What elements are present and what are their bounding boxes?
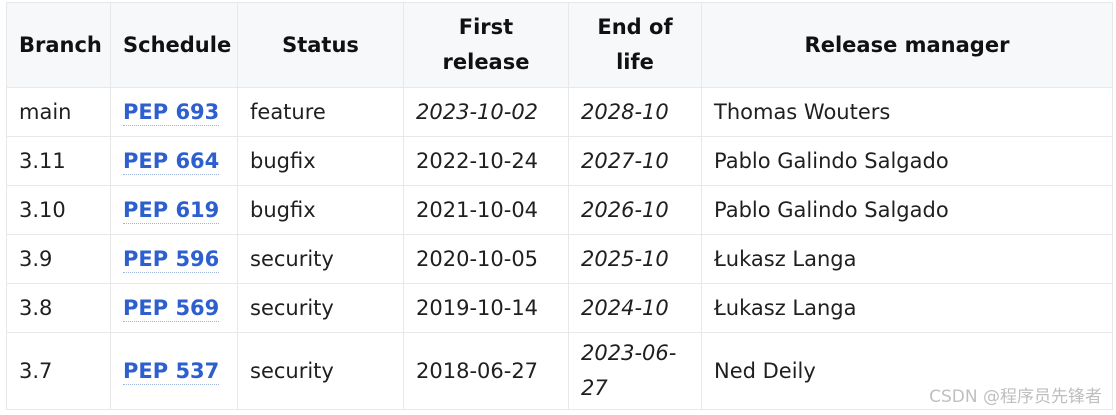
table-header: Branch Schedule Status First release End… (6, 2, 1113, 88)
release-manager-cell: Ned Deily (701, 332, 1113, 410)
first-release-cell: 2020-10-05 (403, 234, 569, 284)
release-manager-cell: Thomas Wouters (701, 87, 1113, 137)
release-manager-cell: Łukasz Langa (701, 283, 1113, 333)
header-schedule: Schedule (110, 2, 238, 88)
first-release-cell: 2019-10-14 (403, 283, 569, 333)
table-row: 3.7 PEP 537 security 2018-06-27 2023-06-… (6, 332, 1113, 410)
status-cell: feature (237, 87, 404, 137)
table-row: 3.9 PEP 596 security 2020-10-05 2025-10 … (6, 234, 1113, 284)
end-of-life-cell: 2026-10 (568, 185, 702, 235)
status-cell: security (237, 234, 404, 284)
status-cell: bugfix (237, 185, 404, 235)
pep-link[interactable]: PEP 569 (123, 295, 220, 322)
python-versions-table: Branch Schedule Status First release End… (6, 2, 1113, 410)
branch-cell: 3.10 (6, 185, 111, 235)
schedule-cell: PEP 569 (110, 283, 238, 333)
header-end-of-life: End of life (568, 2, 702, 88)
status-cell: bugfix (237, 136, 404, 186)
status-cell: security (237, 283, 404, 333)
pep-link[interactable]: PEP 537 (123, 358, 220, 385)
pep-link[interactable]: PEP 596 (123, 246, 220, 273)
table-body: main PEP 693 feature 2023-10-02 2028-10 … (6, 87, 1113, 410)
table-row: 3.10 PEP 619 bugfix 2021-10-04 2026-10 P… (6, 185, 1113, 235)
pep-link[interactable]: PEP 693 (123, 99, 220, 126)
branch-cell: 3.11 (6, 136, 111, 186)
csdn-watermark: CSDN @程序员先锋者 (929, 387, 1102, 407)
end-of-life-cell: 2024-10 (568, 283, 702, 333)
table-row: 3.11 PEP 664 bugfix 2022-10-24 2027-10 P… (6, 136, 1113, 186)
release-manager-cell: Łukasz Langa (701, 234, 1113, 284)
end-of-life-cell: 2023-06-27 (568, 332, 702, 410)
schedule-cell: PEP 693 (110, 87, 238, 137)
header-status: Status (237, 2, 404, 88)
release-manager-cell: Pablo Galindo Salgado (701, 185, 1113, 235)
table-row: main PEP 693 feature 2023-10-02 2028-10 … (6, 87, 1113, 137)
pep-link[interactable]: PEP 619 (123, 197, 220, 224)
branch-cell: main (6, 87, 111, 137)
release-manager-cell: Pablo Galindo Salgado (701, 136, 1113, 186)
schedule-cell: PEP 537 (110, 332, 238, 410)
end-of-life-cell: 2025-10 (568, 234, 702, 284)
pep-link[interactable]: PEP 664 (123, 148, 220, 175)
branch-cell: 3.7 (6, 332, 111, 410)
schedule-cell: PEP 619 (110, 185, 238, 235)
status-cell: security (237, 332, 404, 410)
schedule-cell: PEP 596 (110, 234, 238, 284)
first-release-cell: 2022-10-24 (403, 136, 569, 186)
schedule-cell: PEP 664 (110, 136, 238, 186)
end-of-life-cell: 2028-10 (568, 87, 702, 137)
end-of-life-cell: 2027-10 (568, 136, 702, 186)
branch-cell: 3.9 (6, 234, 111, 284)
first-release-cell: 2023-10-02 (403, 87, 569, 137)
header-first-release: First release (403, 2, 569, 88)
header-row: Branch Schedule Status First release End… (6, 2, 1113, 88)
header-branch: Branch (6, 2, 111, 88)
branch-cell: 3.8 (6, 283, 111, 333)
table-row: 3.8 PEP 569 security 2019-10-14 2024-10 … (6, 283, 1113, 333)
header-release-manager: Release manager (701, 2, 1113, 88)
first-release-cell: 2021-10-04 (403, 185, 569, 235)
first-release-cell: 2018-06-27 (403, 332, 569, 410)
